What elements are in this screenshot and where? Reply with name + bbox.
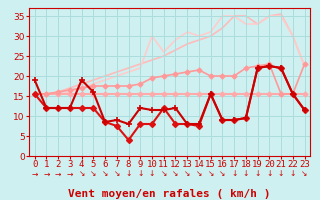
Text: ↓: ↓ [137, 169, 143, 178]
Text: ↘: ↘ [90, 169, 97, 178]
Text: ↓: ↓ [266, 169, 273, 178]
Text: ↘: ↘ [301, 169, 308, 178]
Text: →: → [67, 169, 73, 178]
Text: ↓: ↓ [290, 169, 296, 178]
Text: ↘: ↘ [114, 169, 120, 178]
Text: ↓: ↓ [254, 169, 261, 178]
Text: ↘: ↘ [78, 169, 85, 178]
Text: ↓: ↓ [278, 169, 284, 178]
Text: ↓: ↓ [125, 169, 132, 178]
Text: ↓: ↓ [149, 169, 155, 178]
Text: ↓: ↓ [243, 169, 249, 178]
Text: ↘: ↘ [196, 169, 202, 178]
Text: ↘: ↘ [219, 169, 226, 178]
Text: →: → [43, 169, 50, 178]
X-axis label: Vent moyen/en rafales ( km/h ): Vent moyen/en rafales ( km/h ) [68, 189, 271, 199]
Text: ↘: ↘ [161, 169, 167, 178]
Text: ↓: ↓ [231, 169, 237, 178]
Text: →: → [55, 169, 61, 178]
Text: ↘: ↘ [184, 169, 190, 178]
Text: ↘: ↘ [102, 169, 108, 178]
Text: ↘: ↘ [172, 169, 179, 178]
Text: ↘: ↘ [207, 169, 214, 178]
Text: →: → [31, 169, 38, 178]
